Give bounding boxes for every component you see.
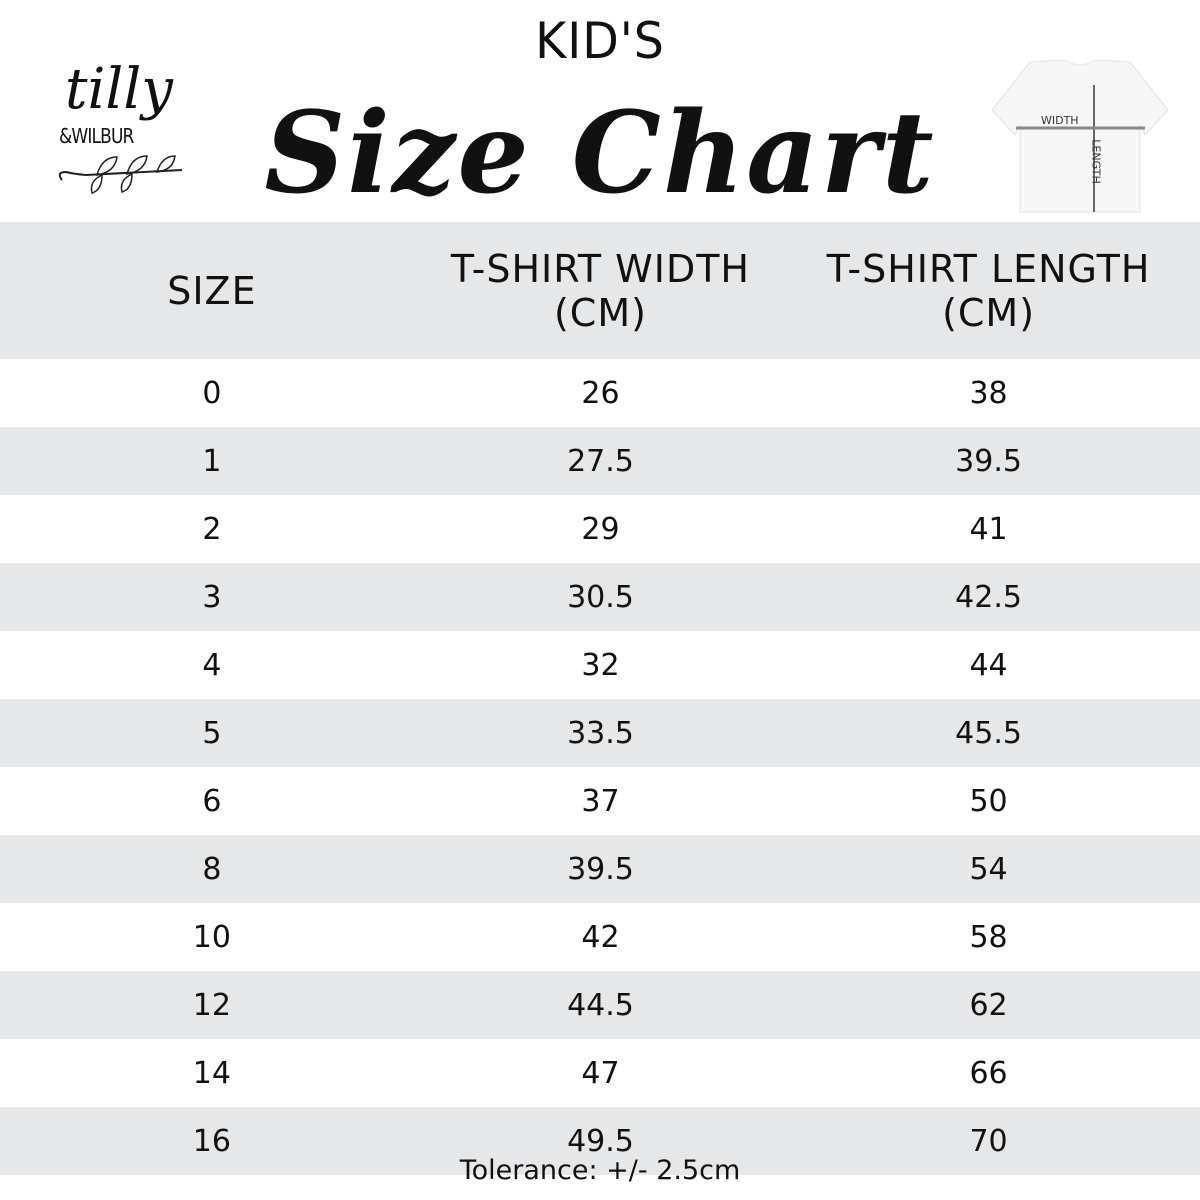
table-row: 14 47 66 [0, 1039, 1200, 1107]
column-header-length-text: T-SHIRT LENGTH (CM) [826, 246, 1151, 335]
table-header-row: SIZE T-SHIRT WIDTH (CM) T-SHIRT LENGTH (… [0, 222, 1200, 359]
width-cell: 37 [581, 783, 620, 819]
width-cell: 32 [581, 647, 620, 683]
logo-text-tilly: tilly [65, 57, 173, 122]
table-row: 2 29 41 [0, 495, 1200, 563]
width-cell: 33.5 [423, 699, 778, 767]
length-cell: 42.5 [777, 563, 1200, 631]
width-cell: 42 [581, 919, 620, 955]
size-cell: 16 [0, 1107, 424, 1175]
column-header-length: T-SHIRT LENGTH (CM) [777, 222, 1200, 359]
length-cell: 58 [969, 919, 1008, 955]
size-cell: 10 [192, 919, 231, 955]
table-row: 10 42 58 [0, 903, 1200, 971]
width-cell: 26 [581, 375, 620, 411]
size-cell: 6 [202, 783, 222, 819]
length-cell: 70 [777, 1107, 1200, 1175]
length-cell: 38 [969, 375, 1008, 411]
size-table: SIZE T-SHIRT WIDTH (CM) T-SHIRT LENGTH (… [0, 222, 1200, 1175]
width-cell: 29 [581, 511, 620, 547]
tolerance-note: Tolerance: +/- 2.5cm [459, 1155, 741, 1186]
size-cell: 12 [0, 971, 424, 1039]
size-cell: 4 [202, 647, 222, 683]
size-cell: 2 [202, 511, 222, 547]
size-cell: 0 [202, 375, 222, 411]
leaf-branch-icon [58, 155, 183, 194]
column-header-width-text: T-SHIRT WIDTH (CM) [450, 246, 751, 335]
width-cell: 47 [581, 1055, 620, 1091]
length-cell: 62 [777, 971, 1200, 1039]
logo-text-wilbur: &WILBUR [59, 124, 134, 148]
tshirt-icon [991, 59, 1169, 213]
tshirt-measurement-diagram: WIDTH LENGTH [990, 59, 1170, 220]
length-cell: 39.5 [777, 427, 1200, 495]
width-label: WIDTH [1041, 114, 1079, 127]
width-cell: 49.5 [423, 1107, 778, 1175]
table-row: 5 33.5 45.5 [0, 699, 1200, 767]
table-row: 8 39.5 54 [0, 835, 1200, 903]
width-cell: 39.5 [423, 835, 778, 903]
table-row: 12 44.5 62 [0, 971, 1200, 1039]
width-cell: 44.5 [423, 971, 778, 1039]
length-cell: 45.5 [777, 699, 1200, 767]
table-row: 1 27.5 39.5 [0, 427, 1200, 495]
size-cell: 3 [0, 563, 424, 631]
length-cell: 44 [969, 647, 1008, 683]
brand-logo: tilly &WILBUR [55, 60, 205, 200]
length-label: LENGTH [1089, 139, 1103, 184]
table-row: 16 49.5 70 [0, 1107, 1200, 1175]
column-header-width: T-SHIRT WIDTH (CM) [423, 222, 778, 359]
table-row: 4 32 44 [0, 631, 1200, 699]
page-subtitle: KID'S [535, 12, 665, 70]
table-row: 6 37 50 [0, 767, 1200, 835]
width-cell: 27.5 [423, 427, 778, 495]
table-row: 3 30.5 42.5 [0, 563, 1200, 631]
length-cell: 66 [969, 1055, 1008, 1091]
size-cell: 5 [0, 699, 424, 767]
column-header-size: SIZE [0, 222, 424, 359]
length-cell: 50 [969, 783, 1008, 819]
size-cell: 8 [0, 835, 424, 903]
length-cell: 41 [969, 511, 1008, 547]
table-row: 0 26 38 [0, 359, 1200, 427]
length-cell: 54 [777, 835, 1200, 903]
width-cell: 30.5 [423, 563, 778, 631]
size-cell: 1 [0, 427, 424, 495]
page-title: Size Chart [264, 88, 936, 219]
size-cell: 14 [192, 1055, 231, 1091]
